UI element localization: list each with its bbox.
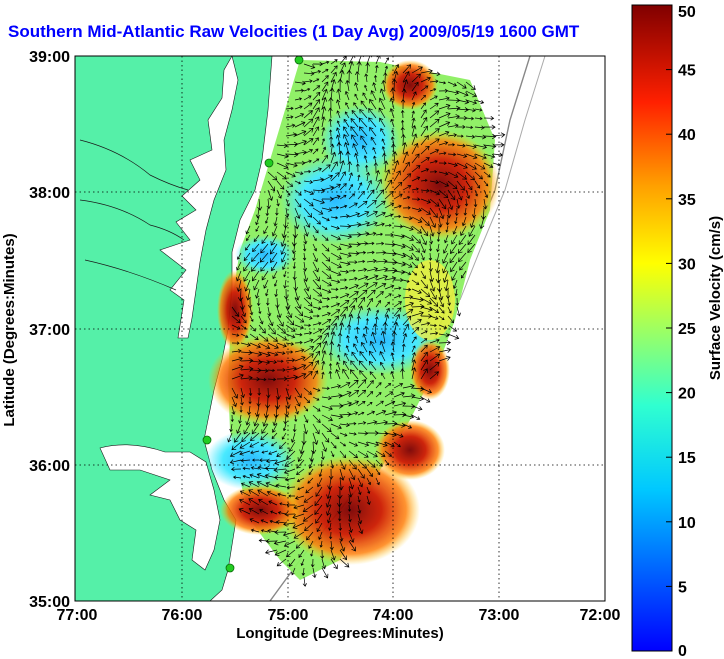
axes-frame	[74, 55, 606, 602]
colorbar-tick-label: 15	[678, 450, 696, 467]
y-axis-label: Latitude (Degrees:Minutes)	[1, 233, 18, 426]
x-axis: 77:00 76:00 75:00 74:00 73:00 72:00 Long…	[57, 607, 621, 642]
current-vectors	[227, 56, 506, 587]
map-grid	[75, 56, 605, 601]
y-tick-label: 35:00	[29, 594, 70, 611]
x-tick-label: 76:00	[162, 607, 203, 624]
colorbar-tick-label: 30	[678, 256, 696, 273]
y-tick-label: 38:00	[29, 185, 70, 202]
station-marker	[202, 435, 212, 445]
radar-stations	[202, 56, 304, 573]
colorbar-tick-label: 35	[678, 192, 696, 209]
station-marker	[294, 56, 304, 65]
x-tick-label: 74:00	[373, 607, 414, 624]
y-tick-label: 39:00	[29, 49, 70, 66]
station-marker	[225, 563, 235, 573]
station-marker	[264, 158, 274, 168]
river-potomac	[79, 139, 189, 291]
colorbar-tick-label: 25	[678, 321, 696, 338]
colorbar-tick-label: 20	[678, 386, 696, 403]
colorbar-label: Surface Velocity (cm/s)	[707, 216, 724, 380]
colorbar-tick-label: 10	[678, 515, 696, 532]
colorbar-tick-label: 40	[678, 127, 696, 144]
y-tick-label: 36:00	[29, 458, 70, 475]
colorbar-tick-label: 0	[678, 643, 687, 659]
colorbar-tick-label: 45	[678, 63, 696, 80]
y-axis: 39:00 38:00 37:00 36:00 35:00 Latitude (…	[1, 49, 70, 611]
colorbar-tick-label: 5	[678, 579, 687, 596]
x-tick-label: 72:00	[580, 607, 621, 624]
x-tick-label: 73:00	[479, 607, 520, 624]
chesapeake-bay	[159, 56, 239, 339]
colorbar-tick-label: 50	[678, 4, 696, 21]
x-tick-label: 75:00	[268, 607, 309, 624]
y-tick-label: 37:00	[29, 322, 70, 339]
x-axis-label: Longitude (Degrees:Minutes)	[236, 625, 444, 642]
x-tick-label: 77:00	[57, 607, 98, 624]
map-title: Southern Mid-Atlantic Raw Velocities (1 …	[8, 22, 580, 41]
